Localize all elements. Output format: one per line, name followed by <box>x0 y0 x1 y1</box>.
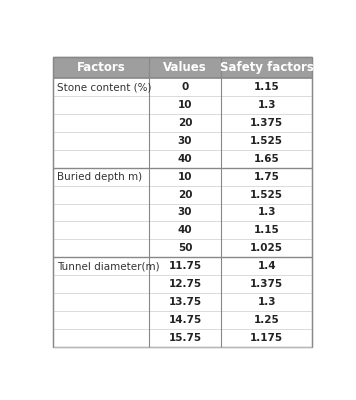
Bar <box>53 114 149 132</box>
Text: 1.3: 1.3 <box>257 100 276 110</box>
Bar <box>53 329 149 347</box>
Bar <box>221 275 312 293</box>
Text: 1.025: 1.025 <box>250 243 283 253</box>
Bar <box>149 132 221 150</box>
Bar <box>53 57 149 78</box>
Bar <box>149 329 221 347</box>
Text: 30: 30 <box>178 208 192 218</box>
Bar <box>221 57 312 78</box>
Bar <box>149 257 221 275</box>
Bar <box>53 96 149 114</box>
Text: 1.75: 1.75 <box>254 172 280 182</box>
Bar <box>53 311 149 329</box>
Bar <box>149 114 221 132</box>
Bar <box>53 222 149 239</box>
Bar <box>53 257 149 275</box>
Text: 10: 10 <box>178 172 192 182</box>
Bar <box>53 150 149 168</box>
Bar <box>221 257 312 275</box>
Text: 14.75: 14.75 <box>168 315 201 325</box>
Bar <box>221 222 312 239</box>
Bar <box>149 275 221 293</box>
Text: 1.375: 1.375 <box>250 279 283 289</box>
Bar <box>221 132 312 150</box>
Bar <box>149 96 221 114</box>
Bar <box>53 78 149 96</box>
Bar <box>221 78 312 96</box>
Bar <box>149 186 221 204</box>
Bar <box>53 204 149 222</box>
Bar <box>53 239 149 257</box>
Text: 40: 40 <box>178 154 192 164</box>
Bar <box>221 186 312 204</box>
Text: Tunnel diameter(m): Tunnel diameter(m) <box>57 261 159 271</box>
Bar <box>149 222 221 239</box>
Text: 1.15: 1.15 <box>254 82 279 92</box>
Text: 13.75: 13.75 <box>168 297 201 307</box>
Text: 1.175: 1.175 <box>250 333 283 343</box>
Bar <box>149 311 221 329</box>
Bar <box>221 204 312 222</box>
Text: 50: 50 <box>178 243 192 253</box>
Text: 1.15: 1.15 <box>254 225 279 235</box>
Text: 1.65: 1.65 <box>254 154 279 164</box>
Text: 1.525: 1.525 <box>250 190 283 200</box>
Bar <box>149 150 221 168</box>
Text: 1.525: 1.525 <box>250 136 283 146</box>
Bar <box>53 186 149 204</box>
Bar <box>149 78 221 96</box>
Text: 11.75: 11.75 <box>168 261 201 271</box>
Text: Buried depth m): Buried depth m) <box>57 172 142 182</box>
Text: 20: 20 <box>178 118 192 128</box>
Bar <box>149 204 221 222</box>
Bar <box>221 150 312 168</box>
Text: 1.4: 1.4 <box>257 261 276 271</box>
Text: 20: 20 <box>178 190 192 200</box>
Bar <box>149 293 221 311</box>
Bar <box>53 132 149 150</box>
Text: 30: 30 <box>178 136 192 146</box>
Text: 12.75: 12.75 <box>168 279 201 289</box>
Text: 1.3: 1.3 <box>257 297 276 307</box>
Bar <box>53 168 149 186</box>
Text: Values: Values <box>163 61 207 74</box>
Text: 10: 10 <box>178 100 192 110</box>
Text: 1.3: 1.3 <box>257 208 276 218</box>
Bar <box>149 168 221 186</box>
Bar <box>53 275 149 293</box>
Bar <box>221 329 312 347</box>
Bar <box>53 293 149 311</box>
Bar <box>149 239 221 257</box>
Bar <box>221 239 312 257</box>
Text: Safety factors: Safety factors <box>220 61 314 74</box>
Bar <box>221 311 312 329</box>
Text: Factors: Factors <box>77 61 125 74</box>
Bar <box>221 168 312 186</box>
Text: 40: 40 <box>178 225 192 235</box>
Bar <box>221 293 312 311</box>
Text: Stone content (%): Stone content (%) <box>57 82 151 92</box>
Text: 1.25: 1.25 <box>254 315 279 325</box>
Bar <box>149 57 221 78</box>
Text: 0: 0 <box>182 82 189 92</box>
Text: 15.75: 15.75 <box>168 333 201 343</box>
Text: 1.375: 1.375 <box>250 118 283 128</box>
Bar <box>221 114 312 132</box>
Bar <box>221 96 312 114</box>
